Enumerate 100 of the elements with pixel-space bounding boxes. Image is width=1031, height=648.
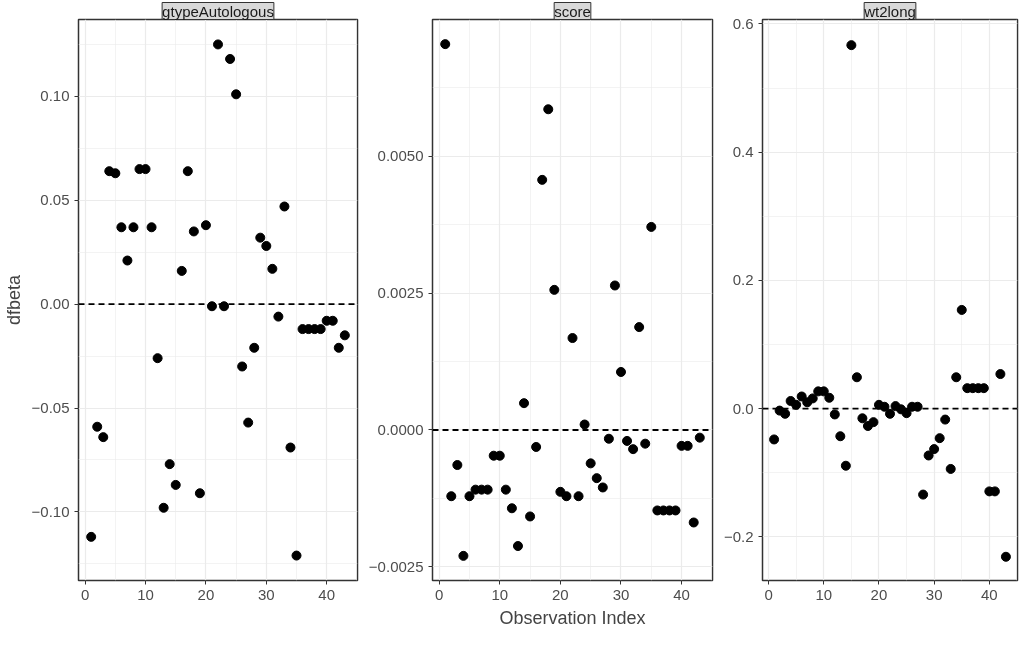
point	[279, 201, 290, 212]
y-tick-label: 0.4	[732, 143, 754, 161]
point	[243, 417, 254, 428]
point	[512, 541, 523, 552]
point	[688, 517, 699, 528]
y-tick-label: −0.2	[723, 527, 754, 545]
point	[267, 263, 278, 274]
point	[579, 419, 590, 430]
point	[200, 220, 211, 231]
point	[573, 491, 584, 502]
point	[158, 502, 169, 513]
x-tick-label: 0	[764, 585, 773, 603]
point	[646, 221, 657, 232]
point	[249, 342, 260, 353]
y-tick-label: 0.0	[732, 399, 754, 417]
point	[694, 432, 705, 443]
x-tick-label: 20	[552, 585, 569, 603]
x-tick-label: 0	[435, 585, 444, 603]
point	[597, 482, 608, 493]
y-tick-label: 0.0000	[377, 420, 424, 438]
point	[333, 342, 344, 353]
point	[128, 222, 139, 233]
point	[951, 372, 962, 383]
point	[567, 333, 578, 344]
x-tick-label: 10	[815, 585, 833, 603]
point	[769, 434, 780, 445]
point	[98, 432, 109, 443]
x-tick-label: 40	[318, 585, 336, 603]
point	[339, 330, 350, 341]
point	[500, 484, 511, 495]
y-tick-label: 0.0050	[377, 147, 424, 165]
x-tick-label: 40	[981, 585, 998, 603]
point	[868, 417, 879, 428]
y-tick-label: 0.00	[40, 295, 70, 313]
x-tick-label: 10	[491, 585, 509, 603]
point	[86, 531, 97, 542]
point	[585, 458, 596, 469]
x-tick-label: 30	[257, 585, 275, 603]
point	[807, 393, 818, 404]
point	[829, 409, 840, 420]
x-tick-label: 10	[137, 585, 154, 603]
point	[116, 222, 127, 233]
point	[194, 488, 205, 499]
point	[506, 503, 517, 514]
x-tick-label: 30	[925, 585, 943, 603]
point	[918, 489, 929, 500]
point	[846, 40, 857, 51]
point	[940, 414, 951, 425]
point	[929, 444, 940, 455]
y-axis-title: dfbeta	[3, 273, 24, 326]
x-tick-label: 20	[197, 585, 215, 603]
point	[561, 491, 572, 502]
point	[622, 435, 633, 446]
point	[840, 460, 851, 471]
point	[857, 413, 868, 424]
point	[628, 444, 639, 455]
point	[110, 168, 121, 179]
point	[945, 463, 956, 474]
x-tick-label: 30	[612, 585, 630, 603]
y-tick-label: 0.05	[40, 191, 70, 209]
point	[640, 438, 651, 449]
point	[824, 392, 835, 403]
point	[525, 511, 536, 522]
point	[261, 240, 272, 251]
point	[237, 361, 248, 372]
y-tick-label: −0.05	[31, 399, 70, 417]
point	[609, 280, 620, 291]
point	[851, 372, 862, 383]
y-tick-label: 0.2	[732, 271, 754, 289]
point	[182, 166, 193, 177]
point	[634, 322, 645, 333]
point	[122, 255, 133, 266]
point	[146, 222, 157, 233]
point	[791, 399, 802, 410]
point	[615, 366, 626, 377]
point	[255, 232, 266, 243]
point	[440, 39, 451, 50]
y-tick-label: 0.10	[40, 87, 70, 105]
point	[458, 550, 469, 561]
point	[519, 398, 530, 409]
point	[549, 284, 560, 295]
point	[285, 442, 296, 453]
point	[923, 450, 934, 461]
x-axis-title: Observation Index	[499, 607, 646, 628]
point	[291, 550, 302, 561]
point	[219, 301, 230, 312]
point	[176, 265, 187, 276]
point	[164, 459, 175, 470]
point	[885, 408, 895, 419]
point	[543, 104, 554, 115]
point	[956, 304, 967, 315]
point	[231, 89, 242, 100]
y-tick-label: −0.10	[31, 502, 70, 520]
point	[835, 431, 846, 442]
x-tick-label: 40	[673, 585, 690, 603]
point	[531, 441, 542, 452]
y-tick-label: 0.0025	[377, 284, 424, 302]
x-tick-label: 0	[80, 585, 90, 603]
chart-title: gtypeAutologous	[162, 2, 274, 20]
point	[273, 311, 284, 322]
